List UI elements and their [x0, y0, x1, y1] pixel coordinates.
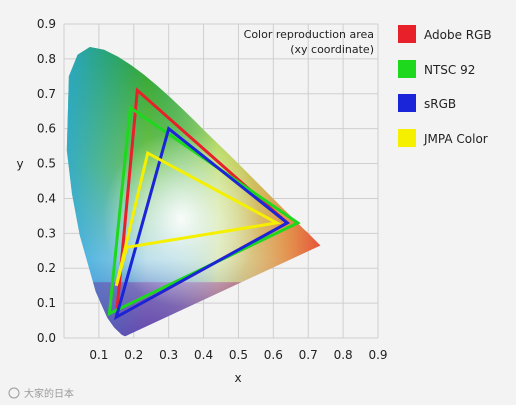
y-tick-label: 0.8 — [37, 52, 56, 66]
x-tick-label: 0.6 — [264, 348, 283, 362]
axes: 0.1 0.2 0.3 0.4 0.5 0.6 0.7 0.8 0.9 0.0 0.1 0.2 0.3 0… — [37, 17, 388, 362]
legend-swatch — [398, 60, 416, 78]
y-tick-label: 0.9 — [37, 17, 56, 31]
x-tick-label: 0.7 — [299, 348, 318, 362]
y-tick-label: 0.0 — [37, 331, 56, 345]
y-tick-label: 0.1 — [37, 296, 56, 310]
legend-item: NTSC 92 — [398, 60, 475, 78]
x-tick-label: 0.2 — [124, 348, 143, 362]
legend-swatch — [398, 25, 416, 43]
y-tick-label: 0.6 — [37, 122, 56, 136]
chart-note-line-2: (xy coordinate) — [290, 43, 374, 56]
x-tick-label: 0.4 — [194, 348, 213, 362]
watermark: 大家的日本 — [8, 387, 74, 400]
legend-label: JMPA Color — [423, 132, 488, 146]
gamut-triangles — [107, 87, 301, 321]
x-tick-label: 0.3 — [159, 348, 178, 362]
gamut-triangle-srgb — [113, 126, 290, 321]
legend-item: sRGB — [398, 94, 456, 112]
legend-item: Adobe RGB — [398, 25, 492, 43]
y-axis-label: y — [16, 157, 23, 171]
legend-label: NTSC 92 — [424, 63, 475, 77]
x-tick-label: 0.1 — [89, 348, 108, 362]
x-axis-label: x — [234, 371, 241, 385]
legend: Adobe RGB NTSC 92 sRGB JMPA Color — [398, 25, 492, 147]
y-tick-label: 0.7 — [37, 87, 56, 101]
gamut-triangle-jmpa-color — [114, 150, 282, 287]
y-tick-label: 0.3 — [37, 226, 56, 240]
watermark-logo-icon — [8, 387, 20, 399]
watermark-text: 大家的日本 — [24, 387, 74, 400]
legend-swatch — [398, 129, 416, 147]
legend-item: JMPA Color — [398, 129, 488, 147]
chart-note-line-1: Color reproduction area — [244, 28, 374, 41]
y-tick-label: 0.5 — [37, 157, 56, 171]
legend-label: sRGB — [424, 97, 456, 111]
legend-label: Adobe RGB — [424, 28, 492, 42]
y-tick-label: 0.2 — [37, 261, 56, 275]
x-tick-label: 0.5 — [229, 348, 248, 362]
x-tick-label: 0.8 — [334, 348, 353, 362]
x-tick-label: 0.9 — [368, 348, 387, 362]
legend-swatch — [398, 94, 416, 112]
y-tick-label: 0.4 — [37, 191, 56, 205]
